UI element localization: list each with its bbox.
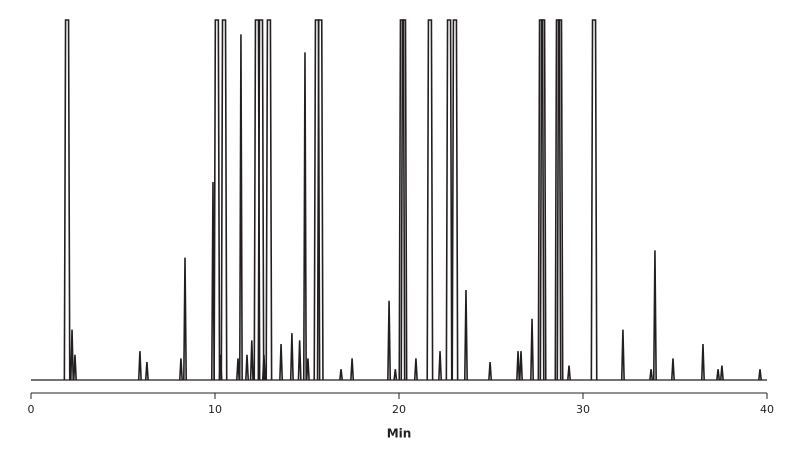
peak xyxy=(339,369,344,381)
peak xyxy=(70,329,75,381)
peak xyxy=(245,354,250,381)
x-tick-label: 10 xyxy=(208,403,222,416)
peak xyxy=(590,19,598,381)
peak xyxy=(289,333,294,381)
peak xyxy=(261,354,266,381)
peak xyxy=(758,369,763,381)
peak xyxy=(426,19,434,381)
x-tick-label: 20 xyxy=(392,403,406,416)
peak xyxy=(350,358,355,381)
peak xyxy=(716,369,721,381)
x-tick-label: 0 xyxy=(28,403,35,416)
peak xyxy=(72,354,77,381)
peak xyxy=(238,34,243,381)
peak xyxy=(178,358,183,381)
peak xyxy=(220,19,228,381)
peak xyxy=(649,369,654,381)
peak xyxy=(279,343,284,381)
peak xyxy=(236,358,240,381)
peak xyxy=(438,351,443,381)
peak xyxy=(302,52,307,381)
peak xyxy=(257,19,265,381)
peak xyxy=(518,351,523,381)
peak xyxy=(297,340,302,381)
peak xyxy=(463,289,468,381)
peak xyxy=(137,351,142,381)
peak xyxy=(670,358,675,381)
peak xyxy=(567,365,572,381)
peak xyxy=(620,329,625,381)
peak xyxy=(387,300,392,381)
peak xyxy=(144,361,149,381)
peak xyxy=(265,19,273,381)
peak xyxy=(530,318,535,381)
peak xyxy=(213,19,221,381)
peak xyxy=(451,19,459,381)
peak xyxy=(700,343,705,381)
peak xyxy=(516,351,521,381)
peak xyxy=(652,250,657,381)
x-tick-label: 30 xyxy=(576,403,590,416)
peak xyxy=(313,19,321,381)
peak xyxy=(183,257,188,381)
x-axis-label: Min xyxy=(387,427,412,441)
peak xyxy=(316,19,324,381)
peak xyxy=(719,365,724,381)
peak xyxy=(400,19,408,381)
x-tick-label: 40 xyxy=(760,403,774,416)
peak xyxy=(249,340,254,381)
peak xyxy=(305,358,310,381)
peak xyxy=(488,361,493,381)
peak xyxy=(556,19,564,381)
peak xyxy=(413,358,418,381)
peak xyxy=(63,19,71,381)
peak xyxy=(393,369,398,381)
peak xyxy=(445,19,453,381)
peak xyxy=(539,19,547,381)
